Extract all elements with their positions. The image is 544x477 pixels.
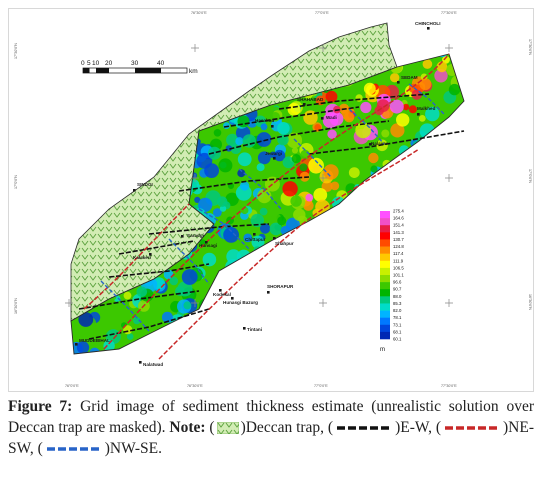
legend-value: 164.6 xyxy=(393,216,404,221)
coord-right-2: 17°0'0"N xyxy=(528,169,532,183)
legend-value: 96.6 xyxy=(393,280,402,285)
coord-top-2: 77°0'0"E xyxy=(315,11,329,15)
coord-bottom-2: 76°30'0"E xyxy=(187,384,203,388)
legend-value: 124.8 xyxy=(393,244,404,249)
place-hunsagi: Hunsagi xyxy=(199,243,217,248)
place-kodekal: Kodekal xyxy=(213,292,231,297)
legend-value: 151.4 xyxy=(393,223,404,228)
deccan-trap-swatch xyxy=(216,422,239,435)
legend-swatch xyxy=(380,246,390,254)
legend-swatch xyxy=(380,211,390,219)
caption-open: ( xyxy=(205,419,215,436)
coord-left-3: 16°30'0"N xyxy=(14,298,18,314)
caption-trap: )Deccan trap, ( xyxy=(240,419,334,436)
legend-swatch xyxy=(380,317,390,326)
coord-bottom-4: 77°30'0"E xyxy=(441,384,457,388)
legend-value: 90.7 xyxy=(393,287,402,292)
place-muddebihal: MUDDEBIHAL xyxy=(79,338,110,343)
legend-swatch xyxy=(380,331,390,340)
ew-swatch xyxy=(337,426,392,431)
legend-value: 275.4 xyxy=(393,209,404,214)
legend-swatch xyxy=(380,296,390,304)
caption-ew: )E-W, ( xyxy=(395,419,442,436)
coord-top-1: 76°30'0"E xyxy=(191,11,207,15)
scale-tick-40: 40 xyxy=(157,60,165,67)
legend-value: 60.1 xyxy=(393,337,402,342)
scale-tick-20: 20 xyxy=(105,60,113,67)
coord-bottom-3: 77°0'0"E xyxy=(314,384,328,388)
scale-tick-5: 5 xyxy=(87,60,91,67)
legend-swatch xyxy=(380,275,390,283)
legend-swatch xyxy=(380,303,390,311)
coord-left-1: 17°30'0"N xyxy=(14,43,18,59)
legend-value: 85.3 xyxy=(393,301,402,306)
figure-caption: Figure 7: Grid image of sediment thickne… xyxy=(8,396,534,459)
scale-tick-30: 30 xyxy=(131,60,139,67)
legend-swatch xyxy=(380,267,390,276)
coord-left-2: 17°0'0"N xyxy=(14,175,18,189)
legend-swatch xyxy=(380,310,390,318)
legend-value: 88.0 xyxy=(393,294,402,299)
scale-bar: 0 5 10 20 30 40 km xyxy=(81,60,198,75)
caption-text: Grid image of sediment thickness estimat… xyxy=(8,398,534,436)
place-jewargi: Jewargi xyxy=(265,151,282,156)
map-figure: 76°30'0"E 77°0'0"E 77°30'0"E 76°0'0"E 76… xyxy=(8,8,534,392)
place-nalavar: Nalavar xyxy=(371,141,388,146)
nwse-swatch xyxy=(46,447,101,452)
coord-bottom-1: 76°0'0"E xyxy=(65,384,79,388)
graticule xyxy=(65,44,453,307)
caption-nesw: )NE-SW, ( xyxy=(8,419,535,457)
scale-unit: km xyxy=(189,68,198,75)
legend-value: 73.1 xyxy=(393,322,402,327)
geological-map: 76°30'0"E 77°0'0"E 77°30'0"E 76°0'0"E 76… xyxy=(14,11,532,388)
legend-swatch xyxy=(380,289,390,297)
coord-right-3: 16°30'0"N xyxy=(528,294,532,310)
legend-swatch xyxy=(380,260,390,269)
place-shahabad: SHAHABAD xyxy=(297,97,324,102)
scale-tick-0: 0 xyxy=(81,60,85,67)
legend-value: 106.5 xyxy=(393,265,404,270)
place-hasabad: Hasabad xyxy=(255,118,274,123)
legend-value: 78.1 xyxy=(393,315,402,320)
scale-tick-10: 10 xyxy=(92,60,100,67)
place-malkhed: Malkhed xyxy=(417,106,436,111)
legend-swatch xyxy=(380,324,390,333)
coord-top-3: 77°30'0"E xyxy=(441,11,457,15)
place-sedam: SEDAM xyxy=(401,75,418,80)
place-hunasgi-bazurg: Hunasgi Bazurg xyxy=(223,300,258,305)
legend-swatch xyxy=(380,282,390,290)
place-nalatwad: Nalatwad xyxy=(143,362,163,367)
legend-value: 101.1 xyxy=(393,273,404,278)
legend-value: 68.1 xyxy=(393,329,402,334)
legend-value: 117.4 xyxy=(393,251,404,256)
legend-swatch xyxy=(380,225,390,233)
place-shahpur: Shahpur xyxy=(275,241,294,246)
coord-right-1: 17°30'0"N xyxy=(528,39,532,55)
place-shorapur: SHORAPUR xyxy=(267,284,294,289)
legend-swatch xyxy=(380,253,390,262)
place-wadi: Wadi xyxy=(326,115,337,120)
place-saradgi: Saradgi xyxy=(187,233,204,238)
legend-unit: m xyxy=(380,347,385,353)
figure-label: Figure 7: xyxy=(8,398,73,415)
lineaments-nesw xyxy=(83,53,450,360)
legend-swatch xyxy=(380,218,390,226)
caption-nwse: )NW-SE. xyxy=(104,440,163,457)
legend-value: 82.0 xyxy=(393,308,402,313)
legend-value: 141.3 xyxy=(393,230,404,235)
note-label: Note: xyxy=(169,419,206,436)
place-sindgi: SINDGI xyxy=(137,182,153,187)
nesw-swatch xyxy=(445,426,500,431)
legend-value: 130.7 xyxy=(393,237,404,242)
place-kalakeri: Kalakeri xyxy=(133,255,151,260)
thickness-legend: 275.4 164.6 151.4 141.3 130.7 124.8 117.4 111.9… xyxy=(380,209,404,353)
place-chittapur: Chittapur xyxy=(245,237,266,242)
place-tintani: Tintani xyxy=(247,327,262,332)
legend-value: 111.9 xyxy=(393,258,404,263)
place-chincholi: CHINCHOLI xyxy=(415,21,441,26)
lineaments-nwse xyxy=(100,83,445,332)
legend-swatch xyxy=(380,239,390,247)
legend-swatch xyxy=(380,232,390,240)
